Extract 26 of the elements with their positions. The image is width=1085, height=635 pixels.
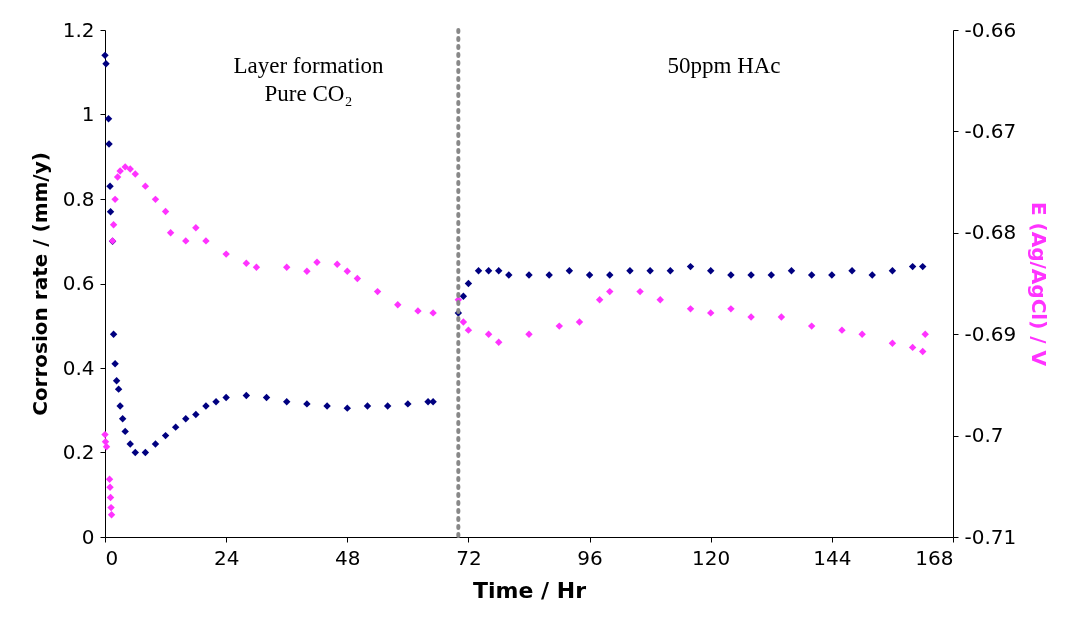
y2-tick-label: -0.7	[964, 423, 1004, 448]
y-tick-label: 1.2	[62, 17, 95, 42]
y2-tick-label: -0.68	[964, 220, 1017, 245]
x-tick-label: 120	[692, 545, 731, 570]
y-tick-label: 1	[81, 102, 95, 126]
y-tick-label: 0.8	[62, 186, 95, 211]
x-tick-label: 0	[105, 545, 119, 570]
x-tick-label: 24	[213, 545, 240, 570]
y-tick-label: 0.4	[62, 355, 95, 380]
annotation: Layer formation Pure CO₂	[233, 53, 385, 107]
x-axis-title: Time / Hr	[472, 577, 587, 603]
y2-axis-title: E (Ag/AgCl) / V	[1027, 201, 1052, 367]
x-tick-label: 168	[915, 545, 954, 570]
y2-tick-label: -0.71	[964, 524, 1017, 549]
y-axis-title: Corrosion rate / (mm/y)	[27, 152, 52, 416]
y-tick-label: 0.2	[62, 440, 95, 464]
y-tick-label: 0	[81, 524, 95, 549]
y-tick-label: 0.6	[62, 271, 95, 295]
x-tick-label: 96	[577, 545, 603, 570]
y2-tick-label: -0.69	[964, 321, 1017, 346]
y2-tick-label: -0.67	[964, 118, 1017, 143]
y2-tick-label: -0.66	[964, 17, 1017, 42]
x-tick-label: 72	[456, 545, 482, 570]
x-tick-label: 144	[813, 545, 852, 570]
x-tick-label: 48	[335, 545, 361, 570]
annotation: 50ppm HAc	[667, 53, 781, 79]
